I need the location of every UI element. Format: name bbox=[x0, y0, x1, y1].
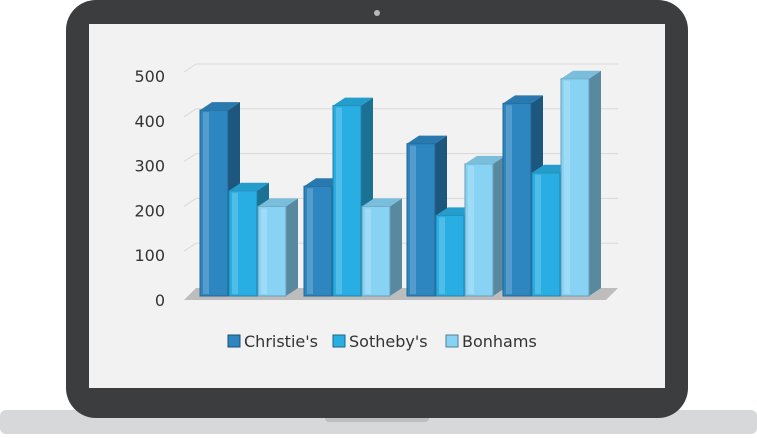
bar-highlight bbox=[307, 188, 313, 294]
gridline-diagonal bbox=[183, 242, 197, 252]
bar-highlight bbox=[261, 208, 267, 294]
bar-highlight bbox=[410, 145, 416, 294]
legend-label: Bonhams bbox=[462, 332, 537, 351]
gridline-diagonal bbox=[183, 197, 197, 207]
bar-highlight bbox=[232, 192, 238, 294]
bar-top bbox=[229, 182, 269, 191]
legend-label: Christie's bbox=[244, 332, 318, 351]
bar bbox=[560, 70, 601, 297]
legend-label: Sotheby's bbox=[349, 332, 428, 351]
gridline-diagonal bbox=[183, 108, 197, 118]
bar-top bbox=[503, 95, 543, 104]
legend-item: Christie's bbox=[227, 332, 318, 351]
y-tick-label: 300 bbox=[134, 157, 165, 176]
legend-item: Bonhams bbox=[445, 332, 537, 351]
bar-highlight bbox=[365, 208, 371, 294]
bar-highlight bbox=[439, 217, 445, 294]
y-axis-ticks: 0 100 200 300 400 500 bbox=[134, 67, 165, 310]
bar-chart: 0 100 200 300 400 500 Christie's Sotheby's Bonh… bbox=[134, 63, 618, 351]
bar-side bbox=[589, 70, 601, 296]
bar-side bbox=[286, 198, 298, 296]
camera-dot bbox=[374, 10, 380, 16]
legend-swatch bbox=[227, 334, 241, 348]
bar bbox=[464, 155, 505, 297]
bar-top bbox=[362, 198, 402, 207]
bar-top bbox=[258, 198, 298, 207]
legend-swatch bbox=[445, 334, 459, 348]
y-tick-label: 200 bbox=[134, 201, 165, 220]
bar-top bbox=[200, 102, 240, 111]
bar-highlight bbox=[564, 80, 570, 294]
bar-top bbox=[561, 70, 601, 79]
chart-legend: Christie's Sotheby's Bonhams bbox=[227, 332, 537, 351]
y-tick-label: 400 bbox=[134, 112, 165, 131]
bar bbox=[361, 198, 402, 297]
y-tick-label: 500 bbox=[134, 67, 165, 86]
bar-side bbox=[493, 155, 505, 296]
gridline-diagonal bbox=[183, 63, 197, 73]
bar-top bbox=[465, 155, 505, 164]
y-tick-label: 100 bbox=[134, 246, 165, 265]
bar-side bbox=[390, 198, 402, 296]
bar-highlight bbox=[336, 107, 342, 294]
legend-swatch bbox=[332, 334, 346, 348]
bar-top bbox=[407, 135, 447, 144]
bar-top bbox=[333, 97, 373, 106]
gridline-diagonal bbox=[183, 153, 197, 163]
chart-bars bbox=[199, 70, 601, 297]
bar-highlight bbox=[203, 112, 209, 294]
bar-highlight bbox=[506, 105, 512, 294]
bar bbox=[257, 198, 298, 297]
bar-highlight bbox=[468, 165, 474, 294]
legend-item: Sotheby's bbox=[332, 332, 428, 351]
y-tick-label: 0 bbox=[155, 291, 165, 310]
bar-highlight bbox=[535, 174, 541, 294]
